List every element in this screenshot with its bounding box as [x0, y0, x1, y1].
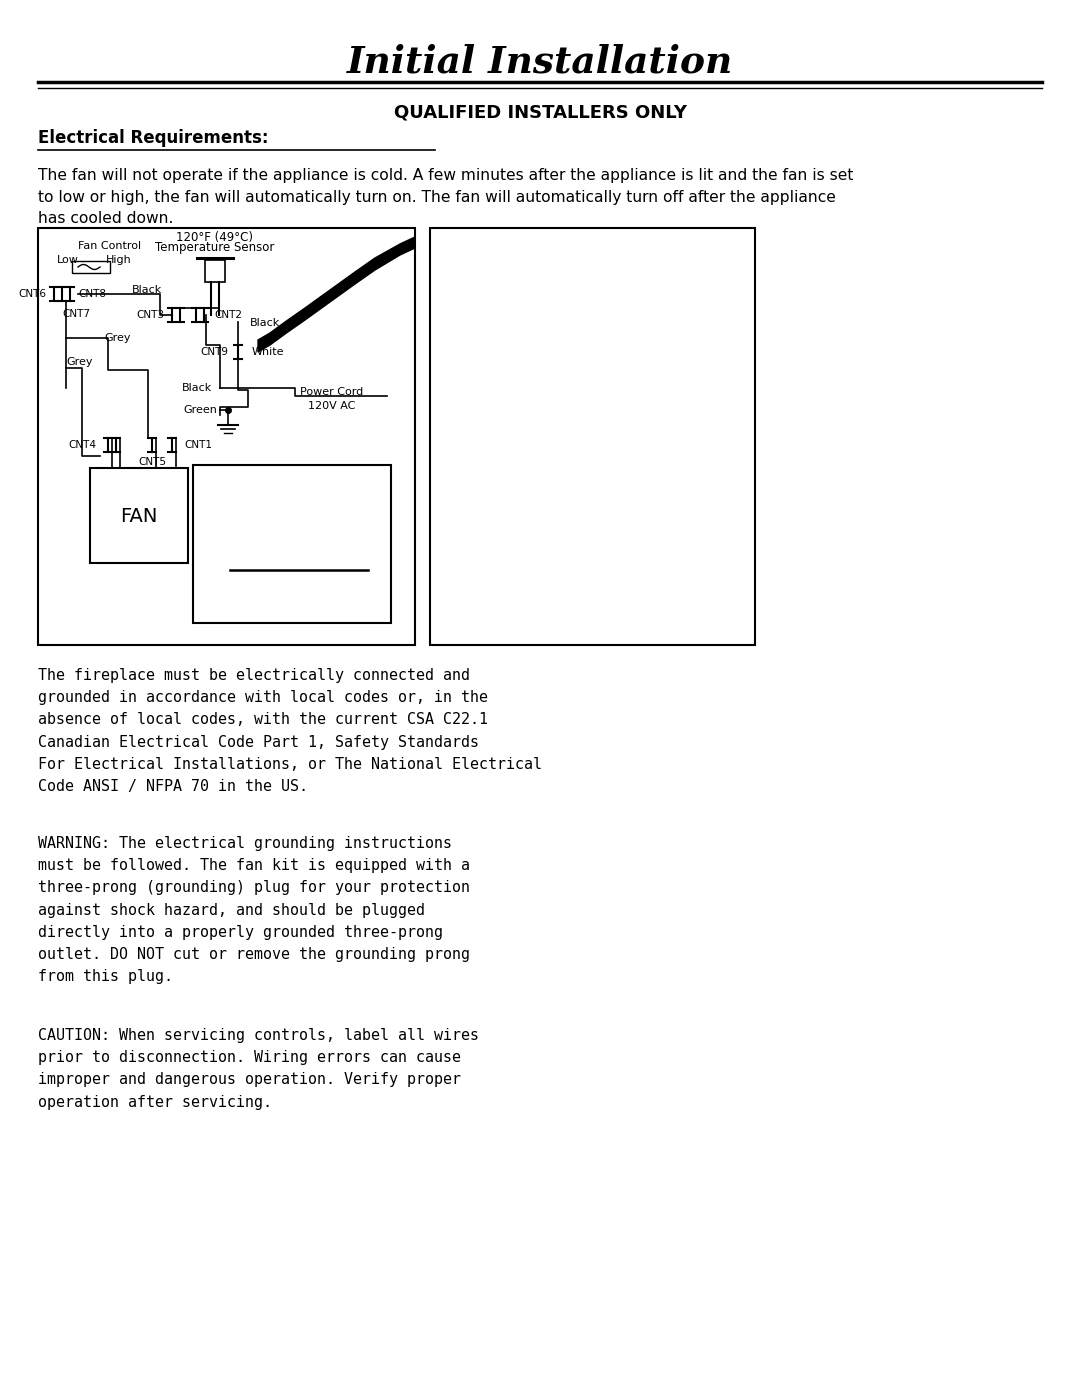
- Text: CNT6: CNT6: [18, 289, 46, 299]
- Text: CNT8: CNT8: [78, 289, 106, 299]
- Text: CNT7: CNT7: [62, 309, 90, 319]
- Text: Fan Control: Fan Control: [78, 242, 141, 251]
- Text: CNT5: CNT5: [138, 457, 166, 467]
- Text: CNT9: CNT9: [200, 346, 228, 358]
- Text: CNT1: CNT1: [184, 440, 212, 450]
- Bar: [193, 465, 391, 623]
- Text: Black: Black: [249, 319, 280, 328]
- Bar: [90, 468, 188, 563]
- Text: Initial Installation: Initial Installation: [347, 43, 733, 81]
- Text: High: High: [106, 256, 132, 265]
- Text: White: White: [252, 346, 284, 358]
- Text: Black: Black: [132, 285, 162, 295]
- Text: QUALIFIED INSTALLERS ONLY: QUALIFIED INSTALLERS ONLY: [393, 103, 687, 122]
- Text: FAN: FAN: [120, 507, 158, 525]
- Text: CNT4: CNT4: [68, 440, 96, 450]
- Text: The fan will not operate if the appliance is cold. A few minutes after the appli: The fan will not operate if the applianc…: [38, 168, 853, 226]
- Text: CNT3: CNT3: [136, 310, 164, 320]
- Bar: [72, 261, 110, 272]
- Text: Grey: Grey: [66, 358, 93, 367]
- Text: Power Cord: Power Cord: [300, 387, 363, 397]
- Bar: [205, 260, 225, 282]
- Text: Electrical Requirements:: Electrical Requirements:: [38, 129, 269, 147]
- Bar: [430, 228, 755, 645]
- Text: WARNING: The electrical grounding instructions
must be followed. The fan kit is : WARNING: The electrical grounding instru…: [38, 835, 470, 985]
- Bar: [38, 228, 415, 645]
- Text: The fireplace must be electrically connected and
grounded in accordance with loc: The fireplace must be electrically conne…: [38, 668, 542, 793]
- Polygon shape: [258, 237, 415, 352]
- Text: Black: Black: [183, 383, 213, 393]
- Text: CNT2: CNT2: [214, 310, 242, 320]
- Text: 120V AC: 120V AC: [308, 401, 355, 411]
- Text: Low: Low: [57, 256, 79, 265]
- Text: CAUTION: When servicing controls, label all wires
prior to disconnection. Wiring: CAUTION: When servicing controls, label …: [38, 1028, 480, 1109]
- Text: Grey: Grey: [104, 332, 131, 344]
- Text: Green: Green: [184, 405, 217, 415]
- Text: Temperature Sensor: Temperature Sensor: [156, 242, 274, 254]
- Text: 120°F (49°C): 120°F (49°C): [176, 231, 254, 243]
